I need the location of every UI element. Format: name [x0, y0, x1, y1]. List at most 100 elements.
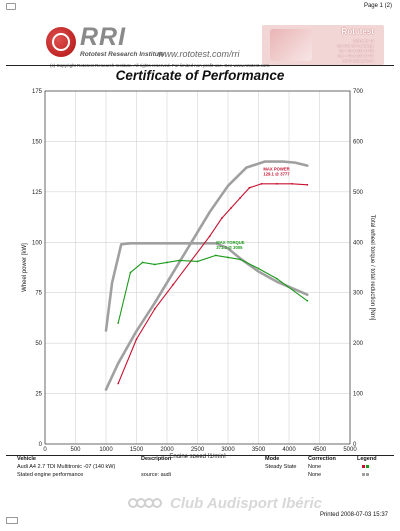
address-line: SE-141 32 Huddinge — [336, 43, 374, 48]
legend-swatch-stated — [362, 473, 365, 476]
legend-swatch-torque — [366, 465, 369, 468]
description-cell: source: audi — [141, 472, 171, 478]
stated-curve — [104, 241, 309, 332]
rototest-logo-icon — [46, 27, 76, 57]
x-tick-label: 500 — [70, 447, 81, 453]
data-point — [221, 217, 223, 219]
vehicle-cell: Stated engine performance — [17, 472, 84, 478]
y-right-tick-label: 300 — [353, 291, 364, 297]
data-point — [275, 182, 278, 185]
annotation-label: MAX POWER — [263, 167, 289, 172]
series-line — [117, 183, 308, 385]
firm-name: Rototest — [341, 27, 374, 36]
data-point — [248, 186, 251, 189]
data-point — [291, 182, 293, 185]
mode-cell: Steady State — [265, 464, 297, 470]
y-right-tick-label: 500 — [353, 190, 364, 196]
y-left-tick-label: 50 — [35, 341, 42, 347]
watermark-text: Club Audisport Ibéric — [170, 495, 322, 512]
x-tick-label: 4000 — [282, 447, 296, 453]
data-point — [135, 338, 138, 341]
page-number: Page 1 (2) — [363, 3, 392, 9]
rototest-corner-icon — [6, 3, 16, 10]
header-description: Description — [141, 456, 172, 462]
brand-name: RRI — [80, 23, 127, 51]
data-point — [178, 259, 181, 262]
data-point — [227, 256, 229, 259]
x-tick-label: 4500 — [313, 447, 327, 453]
divider — [6, 455, 394, 456]
y-right-tick-label: 700 — [353, 89, 364, 95]
address-line: Fax +46 8 600 34 01 — [337, 53, 374, 58]
y-left-tick-label: 125 — [32, 190, 43, 196]
data-point — [166, 261, 168, 264]
performance-chart: 0 500 1000 1500 2000 2500 3000 3500 4000 4500 5000… — [22, 89, 375, 458]
y-left-tick-label: 0 — [39, 442, 43, 448]
vehicle-cell: Audi A4 2.7 TDI Multitronic -07 (140 kW) — [17, 464, 116, 470]
annotation-label: 371.3 @ 3005 — [216, 245, 243, 250]
divider — [6, 65, 394, 66]
data-point — [230, 207, 232, 209]
data-point — [141, 261, 144, 264]
y-left-tick-label: 75 — [35, 291, 42, 297]
data-point — [129, 271, 132, 274]
header-correction: Correction — [308, 456, 336, 462]
data-point — [257, 267, 260, 270]
annotation-label: 129.1 @ 3777 — [263, 172, 290, 177]
table-row: Audi A4 2.7 TDI Multitronic -07 (140 kW)… — [17, 464, 384, 472]
x-tick-label: 0 — [43, 447, 47, 453]
y-right-axis-label: Total wheel torque / total reduction [Nm… — [369, 215, 375, 321]
correction-cell: None — [308, 472, 322, 478]
address-line: Sjölunda 10 — [352, 38, 374, 43]
y-left-tick-label: 25 — [35, 392, 42, 398]
annotation-label: MAX TORQUE — [216, 240, 245, 245]
x-tick-label: 1500 — [130, 447, 144, 453]
dyno-image — [270, 29, 312, 61]
y-left-tick-label: 150 — [32, 139, 43, 145]
data-point — [306, 299, 309, 302]
data-point — [260, 182, 263, 185]
y-right-tick-label: 0 — [353, 442, 357, 448]
data-point — [208, 235, 211, 238]
x-tick-label: 5000 — [343, 447, 357, 453]
company-name: Rototest Research Institute — [80, 51, 165, 58]
y-right-tick-label: 600 — [353, 139, 364, 145]
legend-swatch-stated — [366, 473, 369, 476]
page-title: Certificate of Performance — [115, 68, 285, 83]
y-right-tick-label: 400 — [353, 240, 364, 246]
x-tick-label: 3000 — [221, 447, 235, 453]
data-point — [306, 183, 309, 186]
website-link[interactable]: www.rototest.com/rri — [158, 49, 240, 59]
legend-swatches — [362, 472, 370, 478]
y-right-tick-label: 200 — [353, 341, 364, 347]
address-line: Tel +46 8 600 34 00 — [338, 48, 374, 53]
y-left-tick-label: 100 — [32, 240, 43, 246]
x-tick-label: 2500 — [191, 447, 205, 453]
data-point — [172, 283, 175, 286]
legend-swatch-power — [362, 465, 365, 468]
data-point — [117, 322, 120, 324]
table-header: Vehicle Description Mode Correction Lege… — [17, 456, 384, 464]
data-point — [239, 258, 242, 261]
table-row: Stated engine performance source: audi N… — [17, 472, 384, 480]
data-point — [239, 197, 242, 199]
data-point — [117, 382, 120, 385]
correction-cell: None — [308, 464, 322, 470]
y-left-axis-label: Wheel power [kW] — [22, 243, 28, 292]
x-tick-label: 2000 — [160, 447, 174, 453]
data-point — [196, 260, 199, 263]
data-point — [153, 307, 156, 310]
data-point — [214, 254, 217, 257]
audi-rings-icon — [128, 498, 164, 510]
x-tick-label: 1000 — [99, 447, 113, 453]
header-mode: Mode — [265, 456, 280, 462]
data-point — [153, 263, 156, 266]
x-axis-label: Engine speed [1/min] — [169, 454, 226, 458]
x-tick-label: 3500 — [252, 447, 266, 453]
data-point — [275, 277, 278, 280]
stated-curve — [104, 160, 309, 391]
legend-swatches — [362, 464, 370, 470]
header-legend: Legend — [357, 456, 377, 462]
footer-logo-icon — [6, 517, 18, 524]
